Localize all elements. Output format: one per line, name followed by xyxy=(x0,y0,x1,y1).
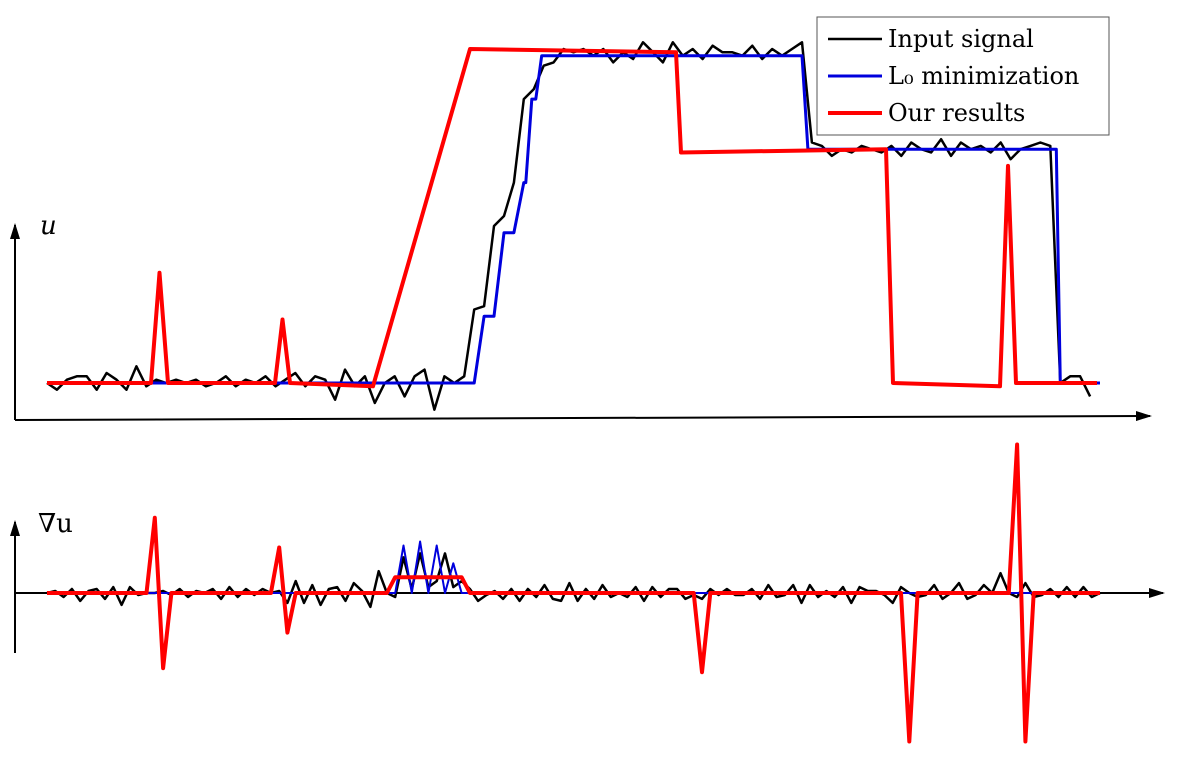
bottom-series-group xyxy=(46,442,1101,744)
top-series-our-results xyxy=(47,47,1097,389)
bottom-y-label: ∇u xyxy=(38,509,73,539)
bottom-axes: ∇u xyxy=(10,509,1165,653)
bottom-series-l0-minimization xyxy=(47,540,1100,594)
top-axes: u xyxy=(10,211,1152,422)
legend: Input signal L₀ minimization Our results xyxy=(816,16,1110,136)
top-x-axis xyxy=(14,411,1152,422)
legend-label-l0: L₀ minimization xyxy=(888,62,1079,90)
top-series-group xyxy=(46,41,1100,411)
bottom-series-our-results xyxy=(47,442,1100,744)
legend-label-ours: Our results xyxy=(888,99,1025,127)
legend-label-input: Input signal xyxy=(888,25,1034,53)
top-y-label: u xyxy=(40,211,57,241)
bottom-series-input-signal xyxy=(46,552,1101,609)
